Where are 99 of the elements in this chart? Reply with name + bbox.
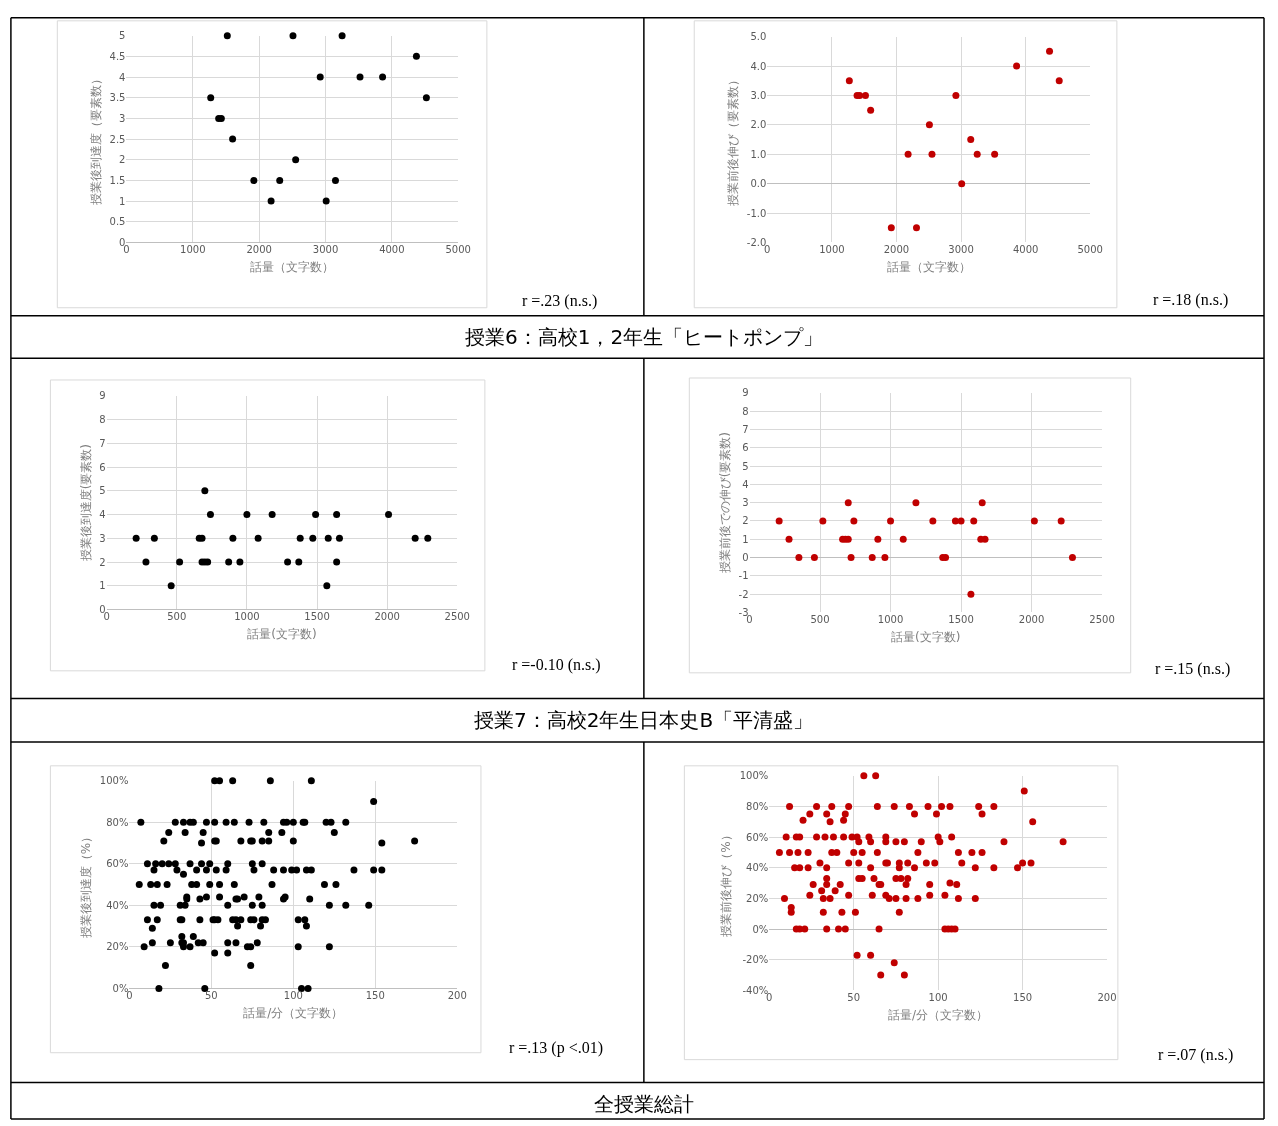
- y-tick-label: 6: [742, 442, 749, 454]
- y-tick-label: 0: [742, 552, 749, 564]
- x-tick-label: 2000: [1018, 614, 1045, 626]
- x-axis-title: 話量/分（文字数）: [243, 1006, 344, 1021]
- y-tick-label: 8: [742, 405, 749, 417]
- x-axis-title: 話量(文字数): [247, 627, 317, 642]
- y-tick-label: 3.0: [750, 89, 767, 101]
- x-tick-label: 4000: [1012, 244, 1039, 256]
- text: r =.07 (n.s.): [1158, 1046, 1234, 1064]
- y-tick-label: 2: [119, 154, 126, 166]
- y-tick-label: -1.0: [746, 207, 767, 219]
- y-tick-label: 8: [99, 414, 106, 426]
- y-tick-label: 2: [99, 556, 106, 568]
- y-axis-title: 授業後到達度（%）: [79, 830, 94, 939]
- y-axis-title: 授業後到達度（要素数）: [88, 73, 103, 206]
- x-tick-label: 100: [283, 990, 303, 1002]
- x-tick-label: 3000: [948, 244, 974, 256]
- x-tick-label: 1000: [819, 244, 845, 256]
- x-tick-label: 1000: [180, 244, 206, 256]
- y-tick-label: 40%: [106, 899, 129, 911]
- y-tick-label: -20%: [742, 954, 769, 966]
- x-tick-label: 1000: [877, 614, 904, 626]
- y-axis-title: 授業前後伸び（%）: [718, 829, 733, 937]
- y-tick-label: 9: [99, 390, 106, 402]
- text: r =.23 (n.s.): [522, 292, 598, 310]
- y-tick-label: 3: [742, 497, 749, 509]
- y-tick-label: 4: [742, 478, 749, 490]
- y-tick-label: 4: [119, 71, 126, 83]
- x-tick-label: 200: [1097, 992, 1117, 1004]
- y-tick-label: 3: [99, 532, 106, 544]
- y-tick-label: 80%: [106, 816, 129, 828]
- text: 授業7：高校2年生日本史B「平清盛」: [474, 708, 814, 732]
- y-tick-label: 5: [119, 30, 126, 42]
- y-tick-label: 6: [99, 461, 106, 473]
- y-tick-label: 9: [742, 387, 749, 399]
- y-tick-label: 80%: [746, 800, 769, 812]
- x-tick-label: 500: [167, 611, 187, 623]
- y-axis-title: 授業前後での伸び(要素数): [717, 431, 732, 574]
- y-tick-label: 1: [119, 195, 126, 207]
- y-tick-label: 60%: [746, 831, 769, 843]
- y-tick-label: 5: [742, 460, 749, 472]
- y-tick-label: 100%: [99, 775, 129, 787]
- x-tick-label: 500: [810, 614, 830, 626]
- x-axis-title: 話量(文字数): [891, 630, 961, 645]
- y-tick-label: 0.5: [109, 216, 126, 228]
- x-axis-title: 話量（文字数）: [250, 260, 335, 275]
- x-tick-label: 150: [1013, 992, 1033, 1004]
- y-tick-label: 2.5: [109, 133, 126, 145]
- x-tick-label: 100: [928, 992, 948, 1004]
- x-tick-label: 5000: [445, 244, 471, 256]
- text: r =.18 (n.s.): [1153, 291, 1229, 309]
- x-tick-label: 2000: [246, 244, 272, 256]
- y-tick-label: 4.0: [750, 60, 767, 72]
- x-tick-label: 5000: [1077, 244, 1103, 256]
- x-tick-label: 4000: [379, 244, 405, 256]
- y-tick-label: 0%: [752, 923, 769, 935]
- y-tick-label: 7: [99, 437, 106, 449]
- x-tick-label: 1000: [234, 611, 260, 623]
- x-axis-title: 話量（文字数）: [886, 260, 971, 275]
- x-tick-label: 50: [204, 990, 218, 1002]
- text: 全授業総計: [594, 1092, 694, 1116]
- y-tick-label: 1.0: [750, 148, 767, 160]
- y-tick-label: 5.0: [750, 31, 767, 43]
- x-tick-label: 50: [847, 992, 861, 1004]
- text: r =.13 (p <.01): [509, 1039, 604, 1057]
- y-axis-title: 授業前後伸び（要素数）: [726, 73, 741, 206]
- y-axis-title: 授業後到達度(要素数): [78, 443, 93, 562]
- y-tick-label: 100%: [739, 770, 769, 782]
- y-tick-label: 20%: [106, 941, 129, 953]
- x-tick-label: 3000: [312, 244, 339, 256]
- y-tick-label: 1.5: [109, 174, 126, 186]
- y-tick-label: 3: [119, 112, 126, 124]
- x-tick-label: 200: [447, 990, 467, 1002]
- text: r =.15 (n.s.): [1155, 660, 1231, 678]
- y-tick-label: -2: [738, 588, 749, 600]
- y-tick-label: -1: [738, 570, 749, 582]
- y-tick-label: 2.0: [750, 119, 767, 131]
- x-tick-label: 2000: [883, 244, 910, 256]
- y-tick-label: 0.0: [750, 178, 767, 190]
- x-tick-label: 2500: [1089, 614, 1115, 626]
- y-tick-label: 4: [99, 509, 106, 521]
- x-axis-title: 話量/分（文字数）: [888, 1008, 989, 1023]
- x-tick-label: 150: [365, 990, 385, 1002]
- x-tick-label: 1500: [304, 611, 330, 623]
- y-tick-label: 7: [742, 423, 749, 435]
- y-tick-label: 1: [99, 580, 106, 592]
- x-tick-label: 2500: [444, 611, 470, 623]
- text: 授業6：高校1，2年生「ヒートポンプ」: [465, 325, 824, 349]
- y-tick-label: 3.5: [109, 92, 126, 104]
- text: r =-0.10 (n.s.): [512, 656, 601, 674]
- y-tick-label: 20%: [746, 892, 769, 904]
- y-tick-label: 60%: [106, 858, 129, 870]
- y-tick-label: 5: [99, 485, 106, 497]
- x-tick-label: 1500: [948, 614, 974, 626]
- y-tick-label: 40%: [746, 862, 769, 874]
- y-tick-label: 4.5: [109, 50, 126, 62]
- y-tick-label: 2: [742, 515, 749, 527]
- x-tick-label: 2000: [374, 611, 400, 623]
- y-tick-label: 1: [742, 533, 749, 545]
